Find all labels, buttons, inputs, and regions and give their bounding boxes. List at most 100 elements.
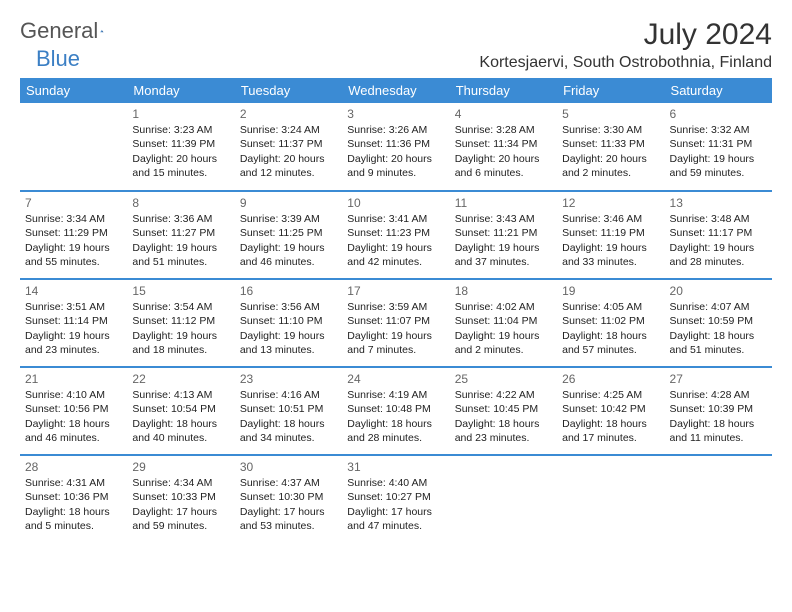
sunset-line: Sunset: 10:51 PM (240, 402, 337, 416)
day-number: 14 (25, 283, 122, 299)
sunrise-line: Sunrise: 3:59 AM (347, 300, 444, 314)
daylight-line: Daylight: 20 hours and 9 minutes. (347, 152, 444, 180)
day-number: 30 (240, 459, 337, 475)
sunrise-line: Sunrise: 4:05 AM (562, 300, 659, 314)
sunrise-line: Sunrise: 3:30 AM (562, 123, 659, 137)
calendar-day-cell: 12Sunrise: 3:46 AMSunset: 11:19 PMDaylig… (557, 191, 664, 279)
calendar-day-cell: 18Sunrise: 4:02 AMSunset: 11:04 PMDaylig… (450, 279, 557, 367)
title-block: July 2024 Kortesjaervi, South Ostrobothn… (479, 18, 772, 72)
daylight-line: Daylight: 18 hours and 5 minutes. (25, 505, 122, 533)
sunset-line: Sunset: 11:21 PM (455, 226, 552, 240)
daylight-line: Daylight: 19 hours and 18 minutes. (132, 329, 229, 357)
sunset-line: Sunset: 11:23 PM (347, 226, 444, 240)
day-number: 25 (455, 371, 552, 387)
calendar-day-cell: 9Sunrise: 3:39 AMSunset: 11:25 PMDayligh… (235, 191, 342, 279)
day-number: 29 (132, 459, 229, 475)
day-number: 9 (240, 195, 337, 211)
sunrise-line: Sunrise: 3:24 AM (240, 123, 337, 137)
daylight-line: Daylight: 20 hours and 15 minutes. (132, 152, 229, 180)
calendar-table: Sunday Monday Tuesday Wednesday Thursday… (20, 78, 772, 543)
day-number: 7 (25, 195, 122, 211)
month-title: July 2024 (479, 18, 772, 52)
day-number: 17 (347, 283, 444, 299)
weekday-header: Saturday (665, 78, 772, 103)
daylight-line: Daylight: 19 hours and 23 minutes. (25, 329, 122, 357)
sunrise-line: Sunrise: 4:28 AM (670, 388, 767, 402)
calendar-week-row: 21Sunrise: 4:10 AMSunset: 10:56 PMDaylig… (20, 367, 772, 455)
sunset-line: Sunset: 11:19 PM (562, 226, 659, 240)
day-number: 19 (562, 283, 659, 299)
sunset-line: Sunset: 10:39 PM (670, 402, 767, 416)
calendar-day-cell: 4Sunrise: 3:28 AMSunset: 11:34 PMDayligh… (450, 103, 557, 191)
daylight-line: Daylight: 19 hours and 13 minutes. (240, 329, 337, 357)
sunrise-line: Sunrise: 3:36 AM (132, 212, 229, 226)
day-number: 20 (670, 283, 767, 299)
sunrise-line: Sunrise: 4:16 AM (240, 388, 337, 402)
daylight-line: Daylight: 20 hours and 2 minutes. (562, 152, 659, 180)
calendar-day-cell: 14Sunrise: 3:51 AMSunset: 11:14 PMDaylig… (20, 279, 127, 367)
day-number: 16 (240, 283, 337, 299)
calendar-day-cell: 7Sunrise: 3:34 AMSunset: 11:29 PMDayligh… (20, 191, 127, 279)
sunrise-line: Sunrise: 3:51 AM (25, 300, 122, 314)
calendar-day-cell: 11Sunrise: 3:43 AMSunset: 11:21 PMDaylig… (450, 191, 557, 279)
calendar-day-cell: 15Sunrise: 3:54 AMSunset: 11:12 PMDaylig… (127, 279, 234, 367)
daylight-line: Daylight: 19 hours and 42 minutes. (347, 241, 444, 269)
daylight-line: Daylight: 19 hours and 7 minutes. (347, 329, 444, 357)
weekday-header: Thursday (450, 78, 557, 103)
calendar-day-cell: 1Sunrise: 3:23 AMSunset: 11:39 PMDayligh… (127, 103, 234, 191)
sunrise-line: Sunrise: 4:10 AM (25, 388, 122, 402)
calendar-week-row: 14Sunrise: 3:51 AMSunset: 11:14 PMDaylig… (20, 279, 772, 367)
weekday-header-row: Sunday Monday Tuesday Wednesday Thursday… (20, 78, 772, 103)
sunset-line: Sunset: 10:36 PM (25, 490, 122, 504)
day-number: 2 (240, 106, 337, 122)
sunrise-line: Sunrise: 4:02 AM (455, 300, 552, 314)
weekday-header: Tuesday (235, 78, 342, 103)
sunrise-line: Sunrise: 4:07 AM (670, 300, 767, 314)
calendar-day-cell: 21Sunrise: 4:10 AMSunset: 10:56 PMDaylig… (20, 367, 127, 455)
day-number: 6 (670, 106, 767, 122)
sunset-line: Sunset: 11:29 PM (25, 226, 122, 240)
sunrise-line: Sunrise: 4:31 AM (25, 476, 122, 490)
daylight-line: Daylight: 19 hours and 46 minutes. (240, 241, 337, 269)
sunset-line: Sunset: 10:54 PM (132, 402, 229, 416)
day-number: 23 (240, 371, 337, 387)
day-number: 3 (347, 106, 444, 122)
sunrise-line: Sunrise: 4:25 AM (562, 388, 659, 402)
page-header: General July 2024 Kortesjaervi, South Os… (20, 18, 772, 72)
calendar-day-cell (557, 455, 664, 543)
sunset-line: Sunset: 11:36 PM (347, 137, 444, 151)
day-number: 24 (347, 371, 444, 387)
sunset-line: Sunset: 11:02 PM (562, 314, 659, 328)
weekday-header: Monday (127, 78, 234, 103)
sunset-line: Sunset: 11:33 PM (562, 137, 659, 151)
calendar-day-cell: 20Sunrise: 4:07 AMSunset: 10:59 PMDaylig… (665, 279, 772, 367)
calendar-day-cell: 27Sunrise: 4:28 AMSunset: 10:39 PMDaylig… (665, 367, 772, 455)
daylight-line: Daylight: 19 hours and 59 minutes. (670, 152, 767, 180)
daylight-line: Daylight: 17 hours and 53 minutes. (240, 505, 337, 533)
sunrise-line: Sunrise: 3:46 AM (562, 212, 659, 226)
sunrise-line: Sunrise: 3:23 AM (132, 123, 229, 137)
daylight-line: Daylight: 18 hours and 17 minutes. (562, 417, 659, 445)
daylight-line: Daylight: 19 hours and 37 minutes. (455, 241, 552, 269)
daylight-line: Daylight: 18 hours and 40 minutes. (132, 417, 229, 445)
day-number: 18 (455, 283, 552, 299)
day-number: 4 (455, 106, 552, 122)
calendar-week-row: 28Sunrise: 4:31 AMSunset: 10:36 PMDaylig… (20, 455, 772, 543)
calendar-day-cell: 13Sunrise: 3:48 AMSunset: 11:17 PMDaylig… (665, 191, 772, 279)
day-number: 27 (670, 371, 767, 387)
day-number: 8 (132, 195, 229, 211)
sunset-line: Sunset: 11:12 PM (132, 314, 229, 328)
sunrise-line: Sunrise: 3:34 AM (25, 212, 122, 226)
daylight-line: Daylight: 18 hours and 28 minutes. (347, 417, 444, 445)
calendar-day-cell: 10Sunrise: 3:41 AMSunset: 11:23 PMDaylig… (342, 191, 449, 279)
brand-name-2: Blue (36, 46, 80, 72)
sunrise-line: Sunrise: 3:48 AM (670, 212, 767, 226)
calendar-body: 1Sunrise: 3:23 AMSunset: 11:39 PMDayligh… (20, 103, 772, 543)
daylight-line: Daylight: 18 hours and 46 minutes. (25, 417, 122, 445)
daylight-line: Daylight: 19 hours and 51 minutes. (132, 241, 229, 269)
day-number: 22 (132, 371, 229, 387)
calendar-day-cell: 24Sunrise: 4:19 AMSunset: 10:48 PMDaylig… (342, 367, 449, 455)
daylight-line: Daylight: 19 hours and 28 minutes. (670, 241, 767, 269)
calendar-day-cell (665, 455, 772, 543)
calendar-week-row: 7Sunrise: 3:34 AMSunset: 11:29 PM Dayligh… (20, 191, 772, 279)
